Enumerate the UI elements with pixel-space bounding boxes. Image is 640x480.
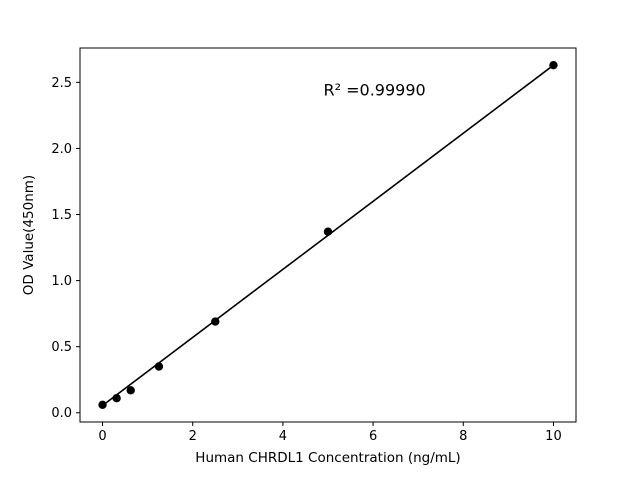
- x-tick-label: 0: [98, 429, 106, 444]
- y-tick-label: 2.0: [51, 142, 72, 157]
- data-point: [211, 317, 220, 326]
- x-tick-label: 10: [545, 429, 562, 444]
- data-point: [126, 386, 135, 395]
- data-point: [154, 362, 164, 371]
- x-tick-label: 8: [459, 429, 467, 444]
- data-point: [98, 400, 107, 410]
- r-squared-annotation: R² =0.99990: [323, 81, 425, 100]
- x-tick-label: 2: [189, 429, 197, 444]
- y-axis-label: OD Value(450nm): [21, 175, 37, 295]
- x-tick-label: 6: [369, 429, 377, 444]
- y-tick-label: 2.5: [51, 76, 72, 91]
- data-point: [112, 394, 121, 403]
- y-tick-label: 1.0: [51, 274, 72, 289]
- y-tick-label: 1.5: [51, 208, 72, 223]
- data-point: [549, 60, 558, 70]
- data-point: [323, 227, 333, 236]
- y-tick-label: 0.5: [51, 340, 72, 355]
- x-axis-label: Human CHRDL1 Concentration (ng/mL): [195, 450, 460, 466]
- y-tick-label: 0.0: [51, 406, 72, 421]
- x-tick-label: 4: [279, 429, 287, 444]
